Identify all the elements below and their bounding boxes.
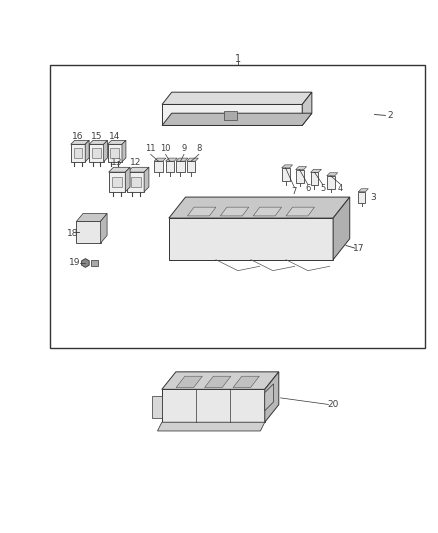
Bar [110, 148, 119, 158]
Bar [112, 176, 122, 188]
Polygon shape [187, 161, 195, 172]
Polygon shape [187, 158, 198, 161]
Polygon shape [333, 197, 350, 260]
Polygon shape [71, 140, 89, 144]
Text: 11: 11 [145, 144, 156, 153]
Polygon shape [125, 167, 130, 192]
Polygon shape [358, 192, 365, 203]
Text: 8: 8 [196, 144, 201, 153]
Polygon shape [296, 169, 304, 183]
Text: 14: 14 [109, 132, 120, 141]
Polygon shape [296, 167, 307, 169]
Polygon shape [77, 214, 107, 221]
Text: 17: 17 [353, 244, 365, 253]
Polygon shape [169, 218, 333, 260]
Bar [131, 176, 141, 188]
Bar [74, 148, 82, 158]
Polygon shape [109, 172, 125, 192]
Text: 15: 15 [91, 132, 102, 141]
Polygon shape [253, 207, 282, 216]
Polygon shape [265, 384, 273, 411]
Polygon shape [176, 161, 185, 172]
Polygon shape [77, 221, 100, 243]
Polygon shape [282, 168, 290, 181]
Polygon shape [157, 422, 265, 431]
Polygon shape [187, 207, 216, 216]
Text: 19: 19 [69, 259, 80, 268]
Polygon shape [154, 161, 163, 172]
Polygon shape [286, 207, 314, 216]
Polygon shape [144, 167, 149, 192]
Polygon shape [358, 189, 368, 192]
Polygon shape [311, 169, 321, 172]
Polygon shape [176, 158, 188, 161]
Bar [92, 148, 101, 158]
Bar [50, 65, 425, 348]
Text: 16: 16 [72, 132, 84, 141]
Bar [91, 260, 98, 266]
Polygon shape [100, 214, 107, 243]
Polygon shape [233, 376, 259, 387]
Text: 12: 12 [130, 158, 141, 167]
Polygon shape [154, 158, 166, 161]
Polygon shape [220, 207, 249, 216]
Polygon shape [311, 172, 318, 185]
Text: 7: 7 [292, 187, 297, 196]
Polygon shape [162, 372, 279, 390]
Polygon shape [166, 161, 174, 172]
Polygon shape [166, 158, 177, 161]
Text: 10: 10 [160, 144, 171, 153]
Text: 3: 3 [371, 193, 377, 202]
Polygon shape [169, 197, 350, 218]
Polygon shape [107, 144, 122, 162]
Polygon shape [107, 140, 126, 144]
Text: 5: 5 [320, 184, 325, 193]
Polygon shape [127, 167, 149, 172]
Polygon shape [71, 144, 85, 162]
Polygon shape [302, 92, 312, 125]
Text: 18: 18 [67, 229, 79, 238]
Text: 1: 1 [235, 54, 241, 64]
Text: 13: 13 [111, 158, 123, 167]
Polygon shape [85, 140, 89, 162]
Polygon shape [103, 140, 107, 162]
Text: 4: 4 [338, 184, 343, 193]
Polygon shape [327, 173, 338, 176]
Polygon shape [89, 140, 107, 144]
Text: 9: 9 [181, 144, 187, 153]
Polygon shape [109, 167, 130, 172]
Polygon shape [89, 144, 103, 162]
Polygon shape [282, 165, 293, 168]
Polygon shape [81, 259, 89, 268]
Polygon shape [205, 376, 231, 387]
Polygon shape [122, 140, 126, 162]
Polygon shape [162, 390, 265, 422]
Text: 20: 20 [327, 400, 339, 409]
Polygon shape [327, 176, 335, 189]
Text: 2: 2 [387, 111, 392, 120]
Bar [152, 397, 162, 418]
Polygon shape [162, 104, 302, 125]
Text: 6: 6 [305, 184, 311, 193]
Polygon shape [127, 172, 144, 192]
Polygon shape [176, 376, 202, 387]
Polygon shape [265, 372, 279, 422]
Polygon shape [162, 92, 312, 104]
Bar [224, 111, 237, 120]
Polygon shape [162, 113, 312, 125]
